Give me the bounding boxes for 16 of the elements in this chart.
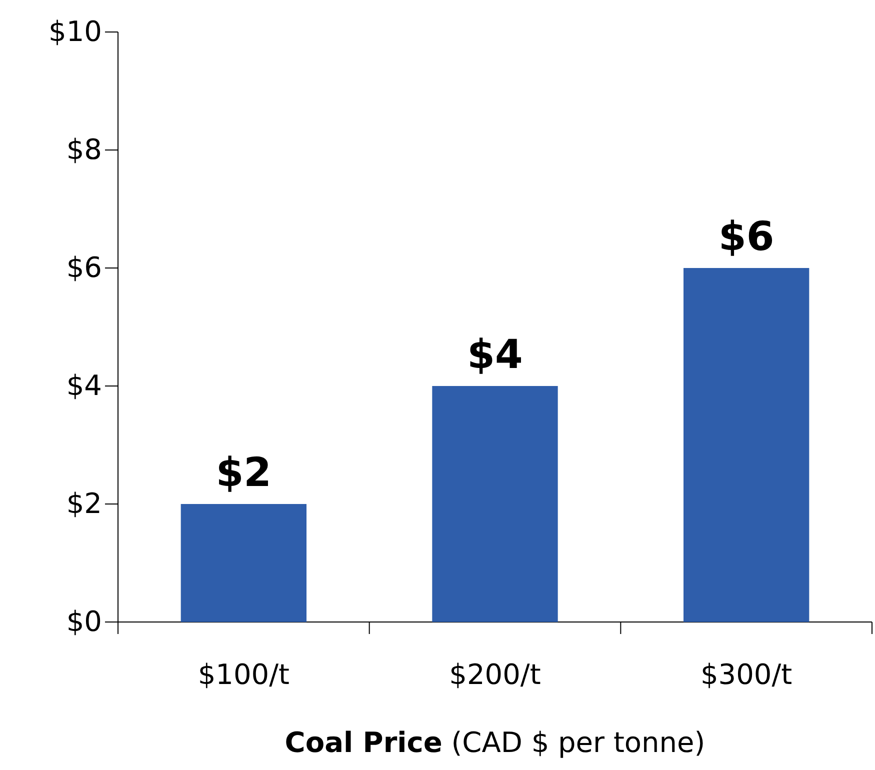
y-tick-label: $10 [48, 14, 102, 48]
x-tick-label: $300/t [700, 658, 792, 691]
bar [180, 504, 306, 622]
y-tick-label: $2 [66, 486, 102, 520]
bar [684, 268, 810, 622]
bar [432, 386, 558, 622]
x-axis-title: Coal Price (CAD $ per tonne) [284, 726, 706, 759]
data-label: $6 [718, 214, 774, 260]
y-tick-label: $0 [66, 604, 102, 638]
y-tick-label: $4 [66, 368, 102, 402]
y-tick-label: $8 [66, 132, 102, 166]
data-label: $4 [467, 332, 523, 378]
y-tick-label: $6 [66, 250, 102, 284]
x-tick-label: $200/t [449, 658, 541, 691]
data-label: $2 [216, 450, 272, 496]
x-tick-label: $100/t [198, 658, 290, 691]
